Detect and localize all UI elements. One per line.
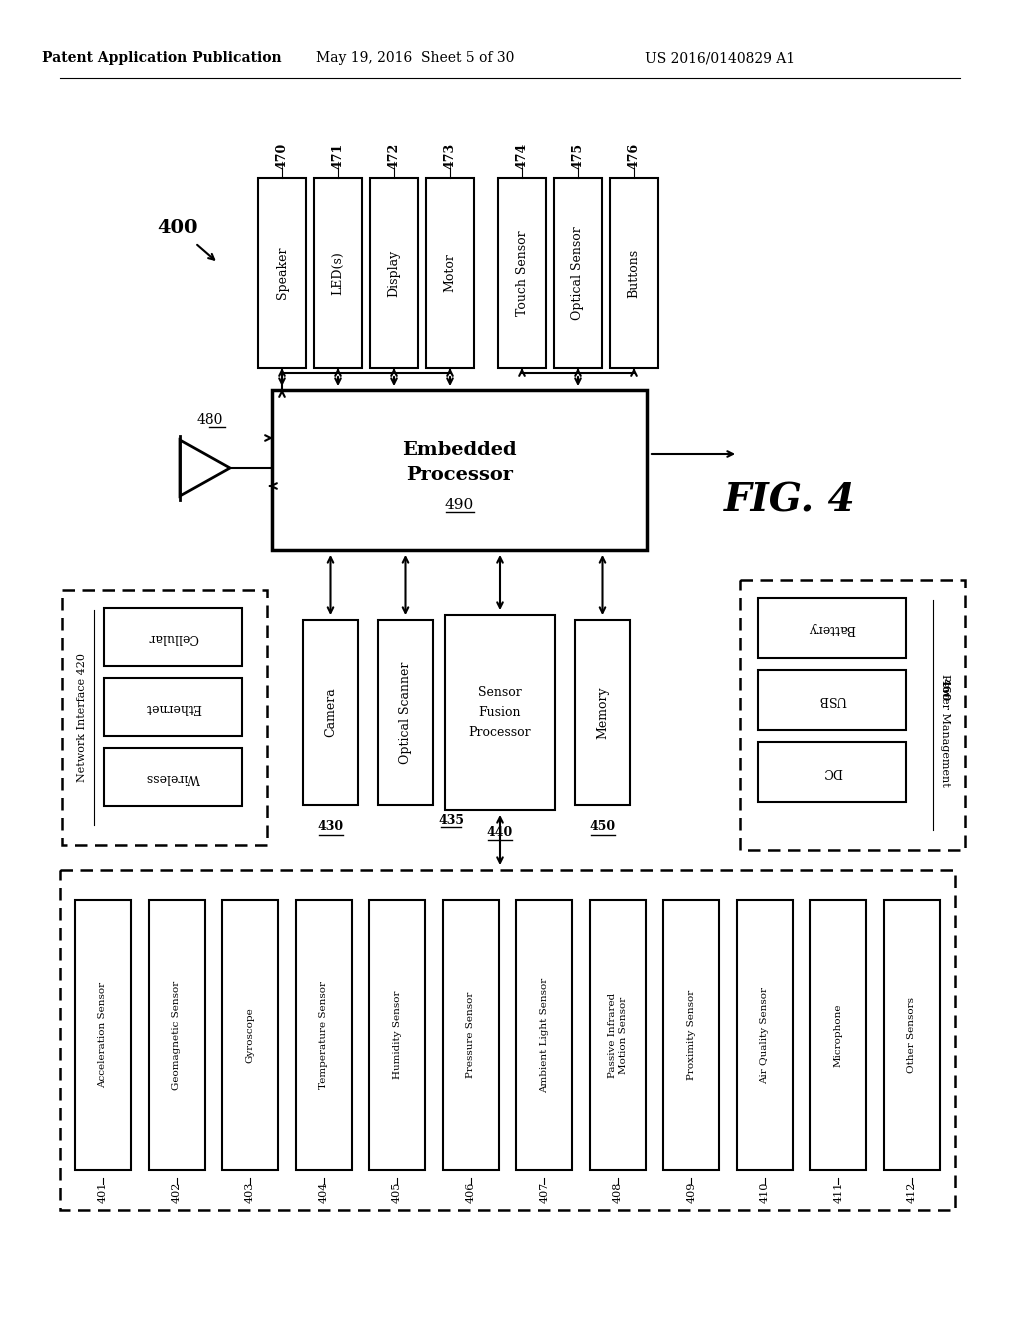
Text: 405: 405 bbox=[392, 1181, 402, 1203]
Text: 400: 400 bbox=[158, 219, 199, 238]
Text: 407: 407 bbox=[540, 1181, 549, 1203]
Text: Fusion: Fusion bbox=[479, 706, 521, 719]
Text: Gyroscope: Gyroscope bbox=[246, 1007, 255, 1063]
Bar bbox=[75, 900, 131, 1170]
Text: Buttons: Buttons bbox=[628, 248, 640, 297]
Text: 473: 473 bbox=[443, 143, 457, 169]
Text: Processor: Processor bbox=[469, 726, 531, 739]
Text: Microphone: Microphone bbox=[834, 1003, 843, 1067]
Text: DC: DC bbox=[822, 766, 842, 779]
Text: Memory: Memory bbox=[596, 686, 609, 739]
Text: 403: 403 bbox=[245, 1181, 255, 1203]
Bar bbox=[810, 900, 866, 1170]
Text: Embedded: Embedded bbox=[402, 441, 517, 459]
Text: 435: 435 bbox=[438, 813, 464, 826]
Text: Wireless: Wireless bbox=[146, 771, 200, 784]
Bar bbox=[104, 609, 242, 667]
Text: Humidity Sensor: Humidity Sensor bbox=[392, 991, 401, 1080]
Text: Proximity Sensor: Proximity Sensor bbox=[687, 990, 696, 1080]
Text: US 2016/0140829 A1: US 2016/0140829 A1 bbox=[645, 51, 795, 65]
Text: 460: 460 bbox=[939, 678, 950, 701]
Text: Cellular: Cellular bbox=[147, 631, 199, 644]
Text: Temperature Sensor: Temperature Sensor bbox=[319, 981, 328, 1089]
Bar bbox=[610, 178, 658, 368]
Text: Acceleration Sensor: Acceleration Sensor bbox=[98, 982, 108, 1088]
Bar bbox=[884, 900, 940, 1170]
Text: Patent Application Publication: Patent Application Publication bbox=[42, 51, 282, 65]
Text: 411: 411 bbox=[834, 1181, 844, 1203]
Text: Motor: Motor bbox=[443, 253, 457, 293]
Bar bbox=[258, 178, 306, 368]
Text: Ethernet: Ethernet bbox=[145, 701, 201, 714]
Bar bbox=[740, 579, 965, 850]
Text: 476: 476 bbox=[628, 143, 640, 169]
Text: Pressure Sensor: Pressure Sensor bbox=[466, 991, 475, 1078]
Bar bbox=[378, 620, 433, 805]
Bar bbox=[664, 900, 720, 1170]
Bar bbox=[62, 590, 267, 845]
Bar bbox=[737, 900, 793, 1170]
Text: 404: 404 bbox=[318, 1181, 329, 1203]
Text: Touch Sensor: Touch Sensor bbox=[515, 230, 528, 315]
Bar bbox=[758, 742, 906, 803]
Bar bbox=[148, 900, 205, 1170]
Text: 440: 440 bbox=[486, 825, 513, 838]
Text: Air Quality Sensor: Air Quality Sensor bbox=[761, 986, 769, 1084]
Text: Battery: Battery bbox=[808, 622, 856, 635]
Text: 472: 472 bbox=[387, 143, 400, 169]
Text: Display: Display bbox=[387, 249, 400, 297]
Text: Ambient Light Sensor: Ambient Light Sensor bbox=[540, 977, 549, 1093]
Text: 409: 409 bbox=[686, 1181, 696, 1203]
Text: USB: USB bbox=[818, 693, 846, 706]
Text: Optical Sensor: Optical Sensor bbox=[571, 226, 585, 319]
Bar bbox=[104, 748, 242, 807]
Text: Other Sensors: Other Sensors bbox=[907, 997, 916, 1073]
Text: 490: 490 bbox=[444, 498, 474, 512]
Text: 474: 474 bbox=[515, 143, 528, 169]
Text: 402: 402 bbox=[172, 1181, 181, 1203]
Bar bbox=[104, 678, 242, 737]
Text: 480: 480 bbox=[197, 413, 223, 426]
Bar bbox=[758, 598, 906, 657]
Bar bbox=[575, 620, 630, 805]
Text: Geomagnetic Sensor: Geomagnetic Sensor bbox=[172, 981, 181, 1089]
Text: 471: 471 bbox=[332, 143, 344, 169]
Text: May 19, 2016  Sheet 5 of 30: May 19, 2016 Sheet 5 of 30 bbox=[315, 51, 514, 65]
Text: LED(s): LED(s) bbox=[332, 251, 344, 294]
Bar bbox=[590, 900, 646, 1170]
Text: 408: 408 bbox=[612, 1181, 623, 1203]
Bar bbox=[296, 900, 351, 1170]
Bar bbox=[272, 389, 647, 550]
Text: 475: 475 bbox=[571, 143, 585, 169]
Text: 410: 410 bbox=[760, 1181, 770, 1203]
Bar bbox=[445, 615, 555, 810]
Bar bbox=[370, 900, 425, 1170]
Text: 401: 401 bbox=[98, 1181, 108, 1203]
Text: 412: 412 bbox=[907, 1181, 918, 1203]
Bar bbox=[554, 178, 602, 368]
Text: Speaker: Speaker bbox=[275, 247, 289, 300]
Bar bbox=[370, 178, 418, 368]
Text: Network Interface 420: Network Interface 420 bbox=[77, 653, 87, 781]
Text: 406: 406 bbox=[466, 1181, 476, 1203]
Bar bbox=[314, 178, 362, 368]
Text: Passive Infrared
Motion Sensor: Passive Infrared Motion Sensor bbox=[608, 993, 628, 1077]
Text: Processor: Processor bbox=[406, 466, 513, 484]
Text: 430: 430 bbox=[317, 821, 344, 833]
Text: 470: 470 bbox=[275, 143, 289, 169]
Bar bbox=[222, 900, 279, 1170]
Bar bbox=[60, 870, 955, 1210]
Bar bbox=[442, 900, 499, 1170]
Bar bbox=[758, 671, 906, 730]
Text: Optical Scanner: Optical Scanner bbox=[399, 661, 412, 764]
Text: FIG. 4: FIG. 4 bbox=[724, 480, 856, 519]
Text: Camera: Camera bbox=[324, 688, 337, 738]
Bar bbox=[426, 178, 474, 368]
Text: Power Management: Power Management bbox=[940, 673, 950, 787]
Bar bbox=[303, 620, 358, 805]
Text: Sensor: Sensor bbox=[478, 686, 522, 700]
Bar bbox=[516, 900, 572, 1170]
Text: 450: 450 bbox=[590, 821, 615, 833]
Bar bbox=[498, 178, 546, 368]
